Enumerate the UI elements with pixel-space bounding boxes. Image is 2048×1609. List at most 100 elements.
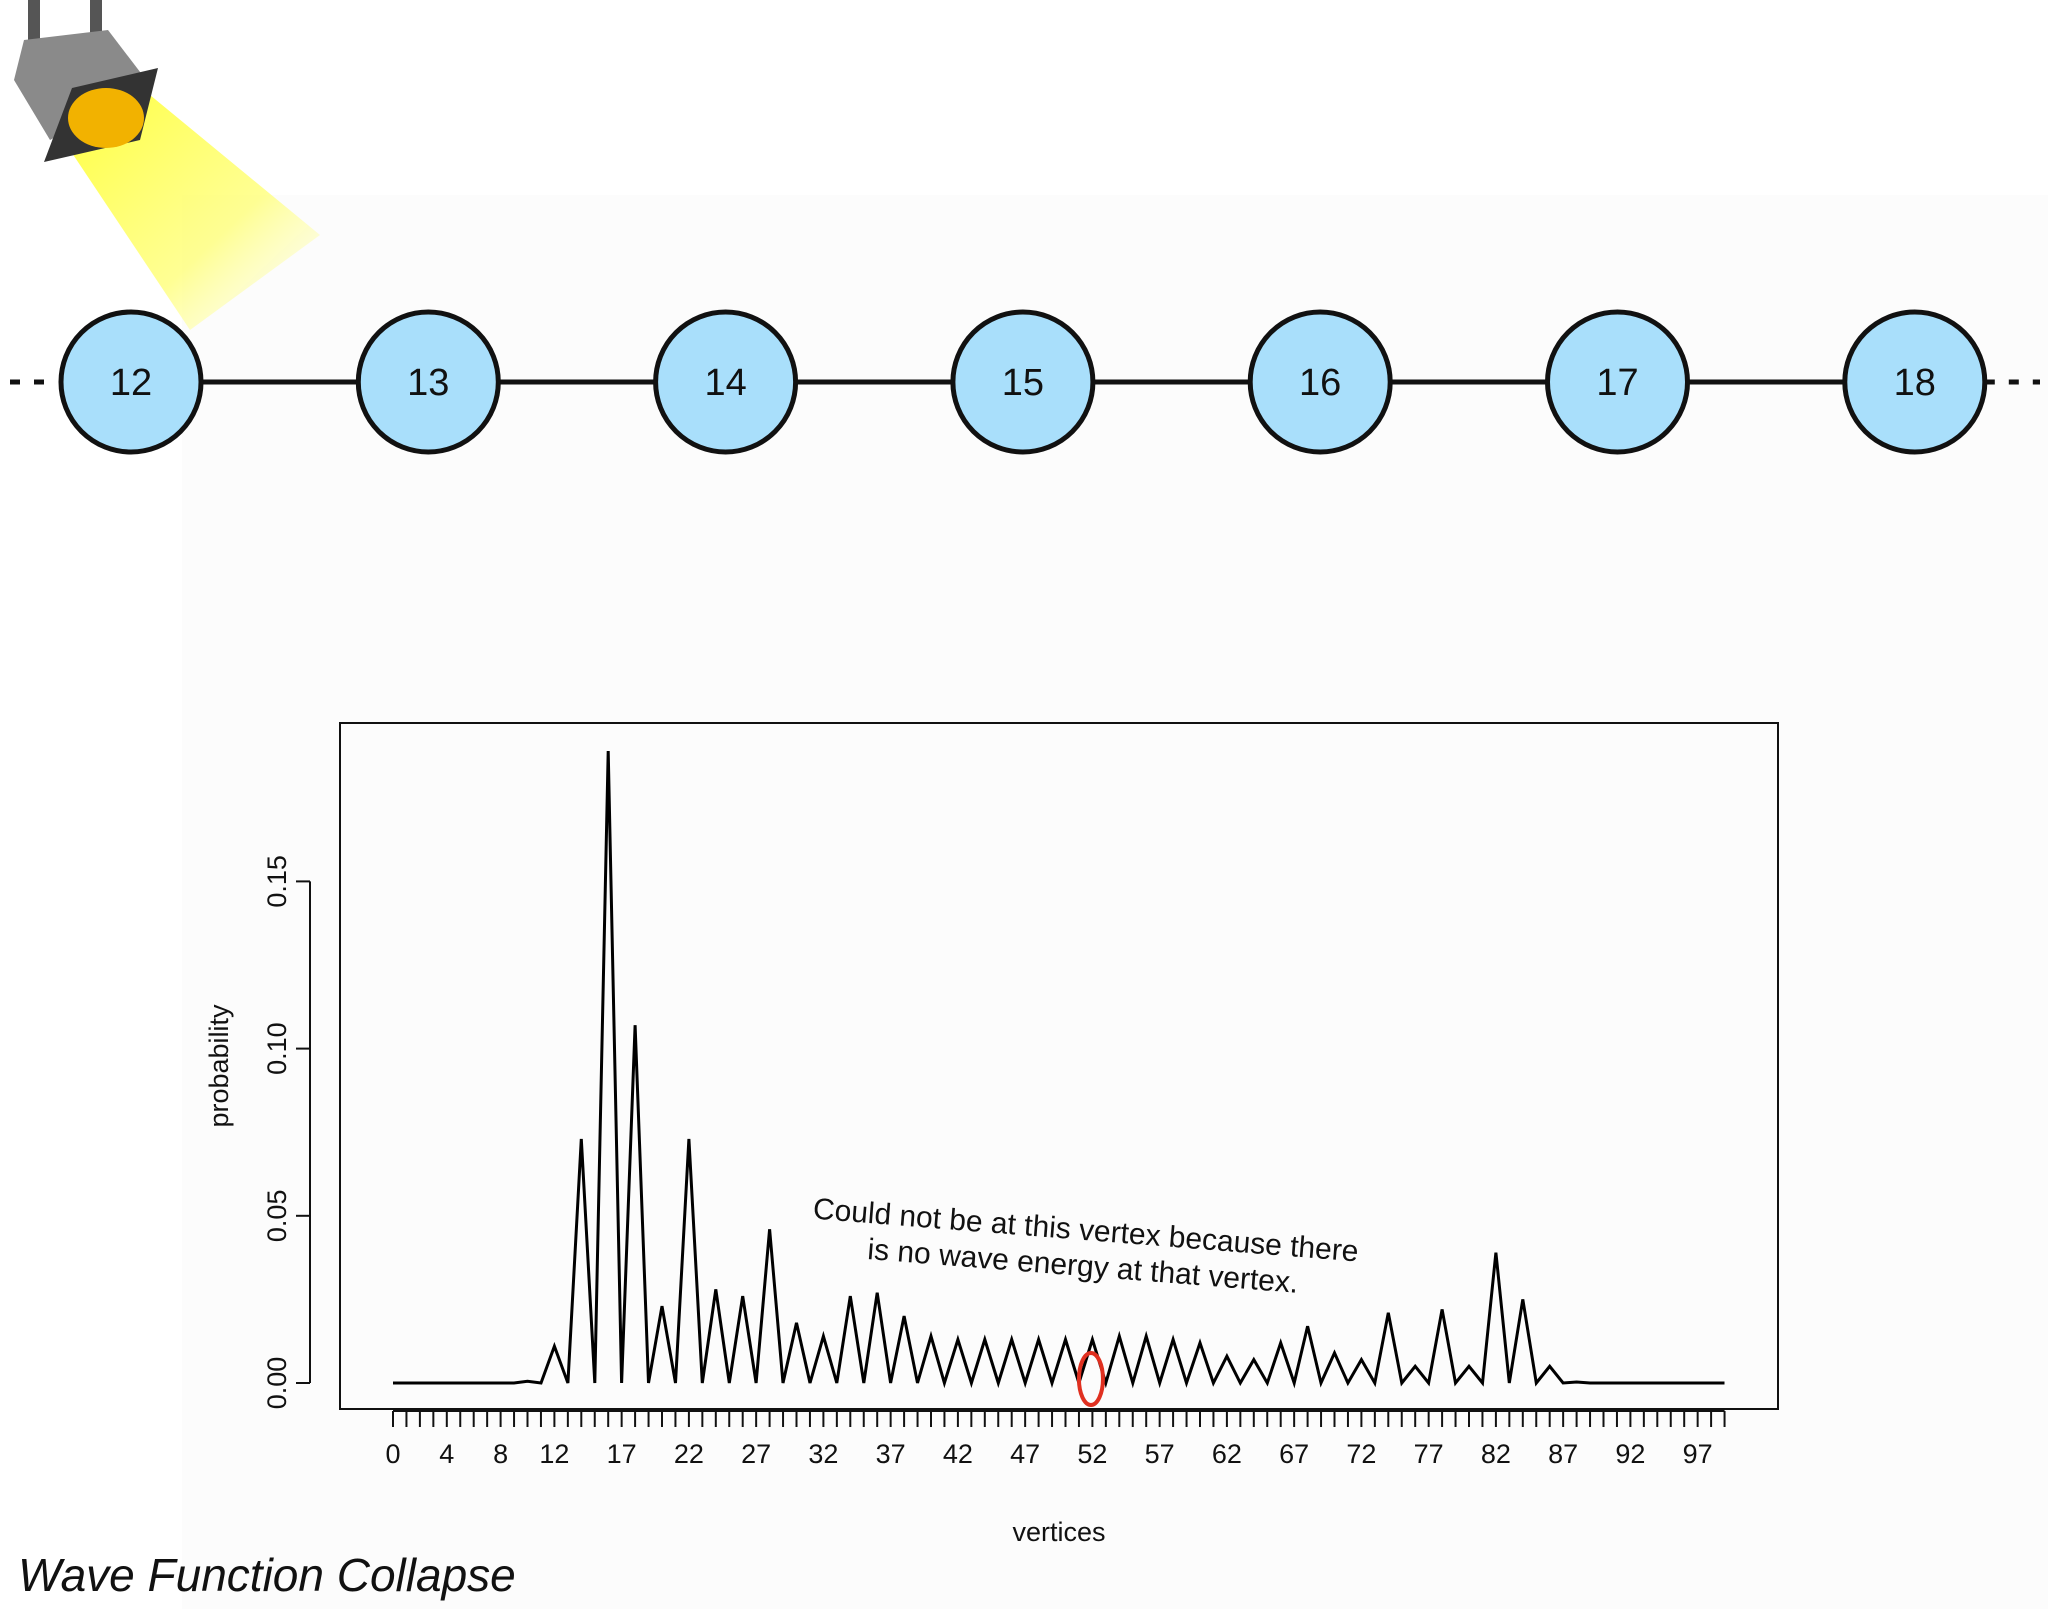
data-point (876, 1291, 879, 1294)
data-point (580, 1137, 583, 1140)
vertex-chain: 12 13 14 15 16 17 18 (10, 309, 2040, 455)
data-point (486, 1382, 489, 1385)
data-point (1696, 1382, 1699, 1385)
data-point (1723, 1382, 1726, 1385)
vertex-label: 15 (1002, 362, 1044, 404)
x-tick-label: 47 (1010, 1439, 1040, 1469)
x-tick-label: 4 (439, 1439, 454, 1469)
data-point (1293, 1382, 1296, 1385)
vertex-node (58, 309, 204, 455)
data-point (714, 1288, 717, 1291)
data-point (1051, 1382, 1054, 1385)
x-axis: 0 4 8 12 17 22 27 32 37 42 47 52 57 62 67 72 77 82 87 92 97 (385, 1410, 1726, 1469)
data-point (1279, 1341, 1282, 1344)
data-point (539, 1382, 542, 1385)
data-point (674, 1382, 677, 1385)
x-tick-label: 22 (674, 1439, 704, 1469)
data-point (1387, 1311, 1390, 1314)
spotlight-housing (14, 30, 150, 140)
data-point (513, 1382, 516, 1385)
vertex-label: 18 (1894, 362, 1936, 404)
data-point (1024, 1382, 1027, 1385)
vertex-label: 17 (1596, 362, 1638, 404)
data-point (1131, 1382, 1134, 1385)
data-point (593, 1382, 596, 1385)
x-tick-label: 8 (493, 1439, 508, 1469)
data-point (1320, 1382, 1323, 1385)
x-tick-label: 62 (1212, 1439, 1242, 1469)
series-probability-line (393, 750, 1725, 1389)
data-point (1199, 1341, 1202, 1344)
probability-chart: 0.00 0.05 0.10 0.15 0 4 8 12 17 22 27 32 37 42 47 52 57… (204, 722, 1779, 1547)
data-point (835, 1382, 838, 1385)
y-tick-label: 0.10 (262, 1022, 292, 1075)
data-point (903, 1315, 906, 1318)
vertex-node (1247, 309, 1393, 455)
data-point (1454, 1382, 1457, 1385)
data-point (983, 1338, 986, 1341)
data-point (1037, 1338, 1040, 1341)
data-point (1548, 1365, 1551, 1368)
caption: Wave Function Collapse (18, 1549, 516, 1601)
data-point (459, 1382, 462, 1385)
data-point (1225, 1355, 1228, 1358)
data-point (1252, 1358, 1255, 1361)
y-tick-label: 0.05 (262, 1190, 292, 1243)
data-point (1615, 1382, 1618, 1385)
data-point (1656, 1382, 1659, 1385)
x-tick-label: 37 (876, 1439, 906, 1469)
spotlight-rod (28, 0, 40, 40)
x-tick-label: 52 (1077, 1439, 1107, 1469)
data-point (1589, 1382, 1592, 1385)
x-tick-label: 57 (1145, 1439, 1175, 1469)
zero-vertex-marker (1076, 1351, 1105, 1407)
y-tick-label: 0.15 (262, 855, 292, 908)
x-tick-label: 97 (1683, 1439, 1713, 1469)
data-point (970, 1382, 973, 1385)
data-point (1373, 1382, 1376, 1385)
data-point (687, 1137, 690, 1140)
data-point (997, 1382, 1000, 1385)
vertex-node (355, 309, 501, 455)
data-point (1468, 1365, 1471, 1368)
vertex-node (653, 309, 799, 455)
x-tick-label: 27 (741, 1439, 771, 1469)
data-point (418, 1382, 421, 1385)
data-point (472, 1382, 475, 1385)
data-point (862, 1382, 865, 1385)
x-tick-label: 92 (1615, 1439, 1645, 1469)
data-point (701, 1382, 704, 1385)
data-point (1683, 1382, 1686, 1385)
data-point (405, 1382, 408, 1385)
data-point (930, 1335, 933, 1338)
data-point (849, 1295, 852, 1298)
data-point (1158, 1382, 1161, 1385)
data-point (889, 1382, 892, 1385)
x-tick-label: 42 (943, 1439, 973, 1469)
x-tick-label: 77 (1414, 1439, 1444, 1469)
light-beam (70, 95, 320, 330)
y-tick-label: 0.00 (262, 1357, 292, 1410)
data-point (1212, 1382, 1215, 1385)
data-point (1185, 1382, 1188, 1385)
y-axis-label: probability (204, 1004, 234, 1128)
data-point (1575, 1380, 1578, 1383)
data-point (795, 1321, 798, 1324)
x-tick-label: 32 (808, 1439, 838, 1469)
data-point (1642, 1382, 1645, 1385)
data-point (1602, 1382, 1605, 1385)
data-point (1145, 1335, 1148, 1338)
data-point (1562, 1382, 1565, 1385)
data-point (1306, 1325, 1309, 1328)
data-point (499, 1382, 502, 1385)
x-tick-label: 0 (385, 1439, 400, 1469)
data-point (566, 1382, 569, 1385)
data-point (1400, 1382, 1403, 1385)
x-tick-label: 67 (1279, 1439, 1309, 1469)
vertex-label: 16 (1299, 362, 1341, 404)
data-point (1266, 1382, 1269, 1385)
data-point (634, 1024, 637, 1027)
data-point (728, 1382, 731, 1385)
data-point (1441, 1308, 1444, 1311)
